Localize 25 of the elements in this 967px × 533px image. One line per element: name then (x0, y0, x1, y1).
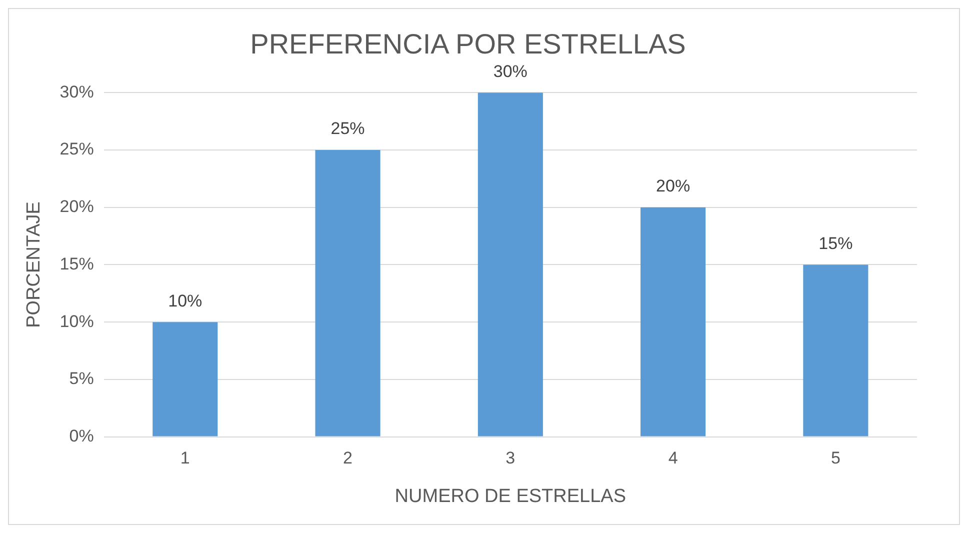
x-tick-label: 2 (343, 448, 353, 468)
bar (803, 264, 868, 436)
x-tick-label: 3 (506, 448, 516, 468)
y-tick-label: 30% (60, 82, 94, 102)
y-tick-label: 10% (60, 312, 94, 331)
bar (640, 207, 706, 436)
data-label: 30% (493, 62, 528, 81)
bar (315, 150, 380, 436)
y-tick-label: 20% (60, 197, 94, 216)
y-tick-label: 5% (69, 369, 94, 388)
y-tick-label: 0% (69, 426, 94, 446)
data-label: 15% (818, 234, 853, 253)
x-tick-label: 1 (180, 448, 190, 468)
x-tick-label: 4 (668, 448, 678, 468)
bar (152, 322, 218, 436)
x-tick-label: 5 (830, 448, 840, 468)
data-label: 10% (168, 291, 202, 310)
y-tick-label: 25% (60, 140, 94, 159)
y-tick-label: 15% (60, 254, 94, 274)
y-axis-title: PORCENTAJE (24, 202, 45, 328)
data-label: 20% (656, 176, 690, 196)
chart-title: PREFERENCIA POR ESTRELLAS (250, 28, 686, 60)
data-label: 25% (330, 119, 365, 138)
bar (478, 92, 543, 436)
x-axis-title: NUMERO DE ESTRELLAS (394, 486, 626, 507)
